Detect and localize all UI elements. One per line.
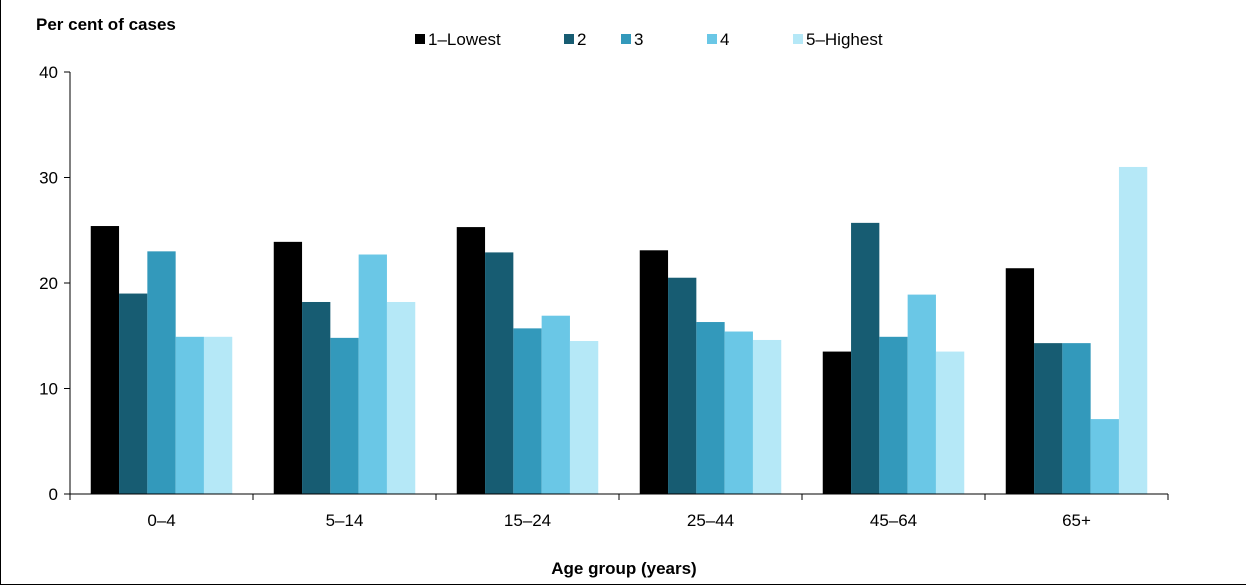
bar	[456, 227, 486, 494]
y-tick-label: 20	[39, 274, 58, 293]
bar	[513, 328, 542, 494]
legend-label: 2	[577, 30, 586, 49]
x-tick-label: 25–44	[687, 511, 734, 530]
bar	[1090, 419, 1119, 494]
bar	[1062, 343, 1091, 494]
x-tick-label: 45–64	[870, 511, 917, 530]
bar	[90, 226, 120, 494]
bar	[569, 341, 599, 494]
legend-label: 4	[720, 30, 729, 49]
bar	[822, 351, 852, 494]
legend-label: 3	[634, 30, 643, 49]
bar	[1005, 268, 1035, 494]
x-tick-label: 5–14	[326, 511, 364, 530]
legend-label: 5–Highest	[806, 30, 883, 49]
bar	[668, 277, 697, 494]
bar	[358, 254, 387, 494]
bars	[90, 166, 1148, 495]
y-tick-label: 10	[39, 380, 58, 399]
legend-item: 3	[621, 30, 643, 49]
bar	[935, 351, 965, 494]
bar	[541, 315, 570, 494]
legend-item: 5–Highest	[793, 30, 883, 49]
bar	[907, 294, 936, 494]
bar	[1034, 343, 1063, 494]
bar	[851, 222, 880, 495]
bar	[1118, 166, 1148, 494]
y-axis-title: Per cent of cases	[36, 15, 176, 34]
bar	[302, 301, 331, 494]
legend-swatch	[793, 34, 803, 44]
legend-item: 2	[564, 30, 586, 49]
bar	[485, 252, 514, 494]
bar	[147, 251, 176, 494]
bar	[696, 322, 725, 494]
legend-swatch	[415, 34, 425, 44]
bar	[175, 336, 204, 494]
legend-swatch	[621, 34, 631, 44]
x-tick-label: 15–24	[504, 511, 551, 530]
legend-item: 1–Lowest	[415, 30, 501, 49]
bar	[203, 336, 233, 494]
x-tick-label: 65+	[1062, 511, 1091, 530]
legend-swatch	[707, 34, 717, 44]
x-tick-label: 0–4	[147, 511, 175, 530]
bar	[724, 331, 753, 494]
bar	[752, 339, 782, 494]
x-axis: 0–4 5–14 15–24 25–44 45–64 65+	[69, 493, 1169, 530]
y-axis: 0 10 20 30 40	[39, 63, 71, 504]
y-tick-label: 40	[39, 63, 58, 82]
legend: 1–Lowest 2 3 4 5–Highest	[415, 30, 883, 49]
y-tick-label: 0	[49, 485, 58, 504]
y-tick-label: 30	[39, 169, 58, 188]
x-axis-title: Age group (years)	[551, 559, 696, 578]
legend-swatch	[564, 34, 574, 44]
bar	[879, 336, 908, 494]
legend-item: 4	[707, 30, 729, 49]
legend-label: 1–Lowest	[428, 30, 501, 49]
bar	[639, 250, 669, 494]
bar	[330, 337, 359, 494]
bar	[119, 293, 148, 494]
bar	[273, 241, 303, 494]
bar	[386, 301, 416, 494]
